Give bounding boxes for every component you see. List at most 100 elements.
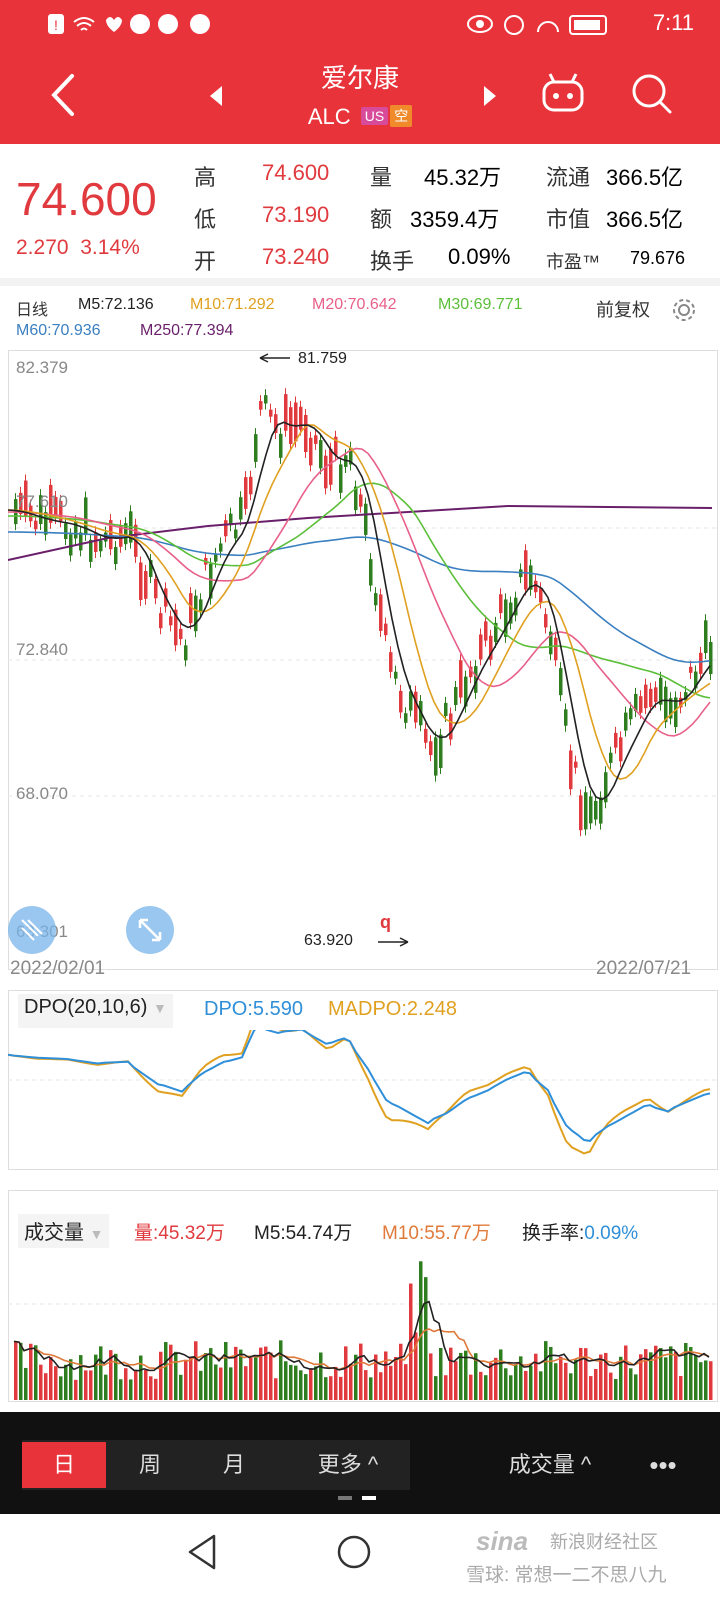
candle	[84, 497, 88, 535]
volume-m10-label: M10:55.77万	[382, 1223, 491, 1244]
candle	[39, 495, 43, 524]
kline-chart[interactable]	[8, 350, 718, 970]
back-icon[interactable]	[48, 72, 78, 118]
candle	[459, 660, 463, 698]
volume-bar	[704, 1360, 708, 1400]
volume-bar	[699, 1362, 703, 1400]
us-market-tag: US	[360, 107, 389, 125]
volume-bar	[149, 1376, 153, 1400]
indicator-selector[interactable]: 成交量 ^	[508, 1452, 592, 1477]
ma10-line	[8, 424, 711, 780]
expand-icon	[138, 918, 162, 942]
more-options-button[interactable]: •••	[649, 1450, 677, 1480]
volume-bar	[204, 1353, 208, 1400]
candle	[674, 697, 678, 727]
volume-indicator-selector[interactable]: 成交量 ▼	[18, 1214, 110, 1248]
volume-bar	[159, 1351, 163, 1400]
system-nav-bar: sina 新浪财经社区 雪球: 常想一二不思八九	[0, 1514, 720, 1600]
chart-period-bar: 日 周 月 更多 ^ 成交量 ^ •••	[0, 1412, 720, 1514]
tab-more[interactable]: 更多 ^	[317, 1452, 379, 1477]
volume-bar	[194, 1341, 198, 1400]
volume-bar	[474, 1353, 478, 1400]
candle	[554, 637, 558, 661]
volume-bar	[144, 1369, 148, 1400]
volume-bar	[44, 1373, 48, 1400]
volume-bar	[614, 1379, 618, 1400]
low-price-marker: q	[380, 912, 391, 932]
volume-bar	[279, 1340, 283, 1400]
candle	[149, 559, 153, 577]
candle	[374, 593, 378, 606]
open-label: 开	[194, 249, 217, 274]
next-stock-icon[interactable]	[480, 84, 500, 108]
candle	[479, 634, 483, 660]
volume-bar	[499, 1349, 503, 1400]
market-cap-label: 市值	[546, 207, 591, 232]
candle	[579, 795, 583, 831]
volume-bar	[609, 1372, 613, 1400]
amount-value: 3359.4万	[410, 207, 500, 232]
candle	[214, 553, 218, 562]
search-icon[interactable]	[630, 72, 674, 116]
volume-bar	[224, 1342, 228, 1400]
tab-day[interactable]: 日	[22, 1442, 106, 1488]
draw-line-button[interactable]	[8, 906, 56, 954]
volume-bar	[169, 1344, 173, 1400]
candle	[434, 737, 438, 776]
volume-bar	[139, 1355, 143, 1400]
dpo-indicator-selector[interactable]: DPO(20,10,6) ▼	[18, 994, 173, 1028]
volume-bar	[584, 1348, 588, 1400]
stock-header: 爱尔康 ALC US 空	[0, 48, 720, 144]
tab-month[interactable]: 月	[222, 1452, 245, 1477]
dpo-title: DPO(20,10,6)	[24, 996, 148, 1018]
volume-bar	[479, 1371, 483, 1400]
candle	[19, 492, 23, 514]
volume-bar	[324, 1377, 328, 1400]
candle	[474, 666, 478, 693]
candle	[359, 494, 363, 507]
candle	[224, 520, 228, 537]
volume-title: 成交量	[24, 1222, 84, 1244]
candle	[609, 752, 613, 763]
candle	[404, 713, 408, 723]
volume-bar	[39, 1364, 43, 1400]
candle	[429, 741, 433, 756]
fullscreen-button[interactable]	[126, 906, 174, 954]
candle	[444, 702, 448, 717]
candle	[514, 597, 518, 616]
period-label[interactable]: 日线	[16, 302, 49, 319]
candle	[179, 628, 183, 640]
robot-assistant-icon[interactable]	[540, 70, 586, 116]
volume-bar	[659, 1348, 663, 1400]
nav-back-icon[interactable]	[184, 1532, 220, 1572]
candle	[264, 395, 268, 404]
candle	[544, 614, 548, 628]
stock-code-row: ALC US 空	[0, 104, 720, 130]
y-axis-label-0: 82.379	[16, 358, 68, 377]
volume-bar	[364, 1370, 368, 1400]
candle	[159, 613, 163, 629]
prev-stock-icon[interactable]	[206, 84, 226, 108]
adjust-mode-label[interactable]: 前复权	[596, 300, 650, 320]
volume-bar	[179, 1374, 183, 1400]
settings-gear-icon[interactable]	[670, 296, 698, 324]
volume-bar	[519, 1356, 523, 1400]
candle	[684, 692, 688, 701]
candle	[199, 599, 203, 612]
tab-week[interactable]: 周	[138, 1452, 161, 1477]
volume-m5-label: M5:54.74万	[254, 1223, 353, 1244]
volume-panel-frame	[8, 1190, 718, 1402]
volume-bar	[679, 1376, 683, 1400]
nav-home-icon[interactable]	[336, 1534, 372, 1570]
volume-bar	[439, 1348, 443, 1400]
candle	[414, 691, 418, 723]
volume-bar	[484, 1375, 488, 1400]
float-cap-label: 流通	[546, 165, 591, 190]
candle	[294, 402, 298, 442]
volume-bar	[514, 1364, 518, 1400]
volume-bars	[14, 1261, 713, 1400]
draw-line-icon	[21, 919, 43, 941]
candle	[639, 696, 643, 713]
candle	[654, 687, 658, 702]
volume-bar	[429, 1353, 433, 1400]
